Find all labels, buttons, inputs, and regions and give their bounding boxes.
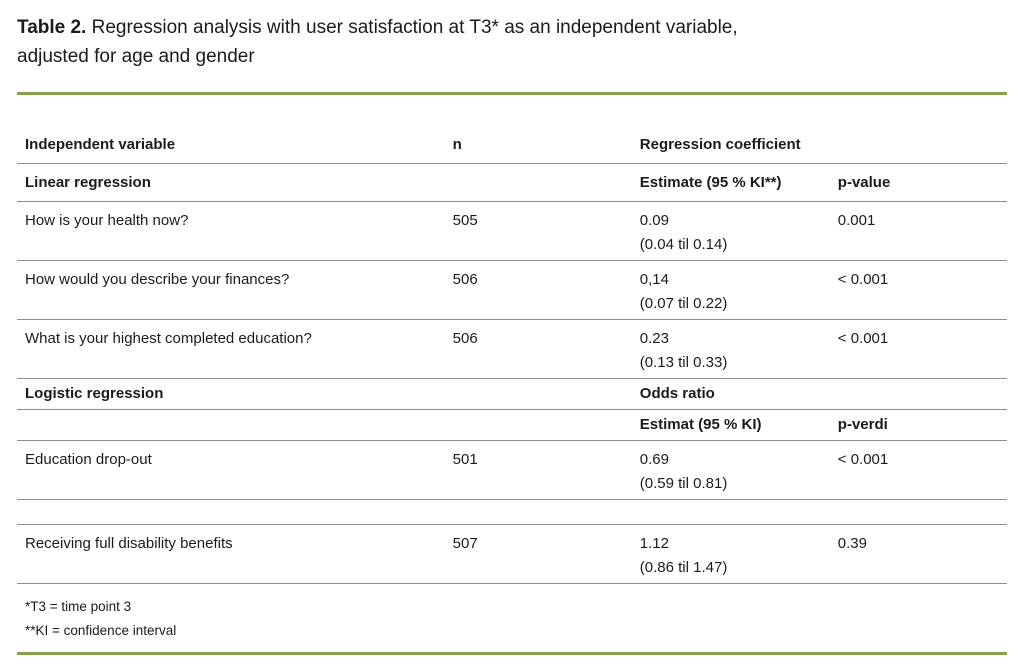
section-label: Logistic regression [25, 385, 164, 402]
footnote-t3: *T3 = time point 3 [25, 599, 132, 614]
cell-n: 505 [452, 212, 478, 229]
cell-p-value: < 0.001 [837, 451, 889, 468]
empty-cell [830, 500, 1007, 525]
header-n: n [452, 136, 462, 153]
header-p-verdi: p-verdi [837, 416, 888, 433]
empty-cell [445, 379, 632, 410]
table-header-row: Independent variable n Regression coeffi… [17, 126, 1007, 164]
bottom-accent-rule [17, 652, 1007, 655]
header-independent-variable: Independent variable [25, 136, 176, 153]
estimate-value: 0.09 [639, 212, 669, 229]
cell-variable: What is your highest completed education… [25, 330, 312, 347]
section-row-logistic-regression: Logistic regression Odds ratio [17, 379, 1007, 410]
cell-estimate: 0.23 (0.13 til 0.33) [632, 320, 830, 379]
confidence-interval: (0.04 til 0.14) [639, 236, 728, 253]
section-row-linear-regression: Linear regression Estimate (95 % KI**) p… [17, 164, 1007, 202]
confidence-interval: (0.07 til 0.22) [639, 295, 728, 312]
cell-p-value: < 0.001 [837, 330, 889, 347]
empty-cell [17, 500, 445, 525]
table-row-health: How is your health now? 505 0.09 (0.04 t… [17, 202, 1007, 261]
empty-spacer-row [17, 500, 1007, 525]
cell-p-value: < 0.001 [837, 271, 889, 288]
estimate-value: 1.12 [639, 535, 669, 552]
footnote-ki: **KI = confidence interval [25, 623, 177, 638]
cell-estimate: 1.12 (0.86 til 1.47) [632, 525, 830, 584]
estimate-value: 0,14 [639, 271, 669, 288]
table-caption-text: Regression analysis with user satisfacti… [17, 17, 738, 67]
header-p-value: p-value [837, 174, 891, 191]
table-row-finances: How would you describe your finances? 50… [17, 261, 1007, 320]
cell-p-value: 0.001 [837, 212, 876, 229]
section-label: Linear regression [25, 174, 151, 191]
header-empty-cell [830, 126, 1007, 164]
header-estimat: Estimat (95 % KI) [639, 416, 762, 433]
confidence-interval: (0.59 til 0.81) [639, 475, 728, 492]
cell-estimate: 0.69 (0.59 til 0.81) [632, 441, 830, 500]
header-estimate: Estimate (95 % KI**) [639, 174, 782, 191]
cell-variable: Receiving full disability benefits [25, 535, 233, 552]
subheader-row-logistic: Estimat (95 % KI) p-verdi [17, 410, 1007, 441]
header-regression-coefficient: Regression coefficient [639, 136, 801, 153]
header-odds-ratio: Odds ratio [639, 385, 715, 402]
table-caption: Table 2. Regression analysis with user s… [17, 0, 1007, 71]
table-row-dropout: Education drop-out 501 0.69 (0.59 til 0.… [17, 441, 1007, 500]
empty-cell [632, 500, 830, 525]
cell-n: 501 [452, 451, 478, 468]
confidence-interval: (0.86 til 1.47) [639, 559, 728, 576]
confidence-interval: (0.13 til 0.33) [639, 354, 728, 371]
empty-cell [445, 410, 632, 441]
cell-variable: Education drop-out [25, 451, 152, 468]
empty-cell [445, 164, 632, 202]
top-accent-rule [17, 92, 1007, 95]
table-caption-label: Table 2. [17, 17, 87, 38]
empty-cell [445, 500, 632, 525]
empty-cell [830, 379, 1007, 410]
cell-variable: How is your health now? [25, 212, 189, 229]
cell-estimate: 0.09 (0.04 til 0.14) [632, 202, 830, 261]
cell-n: 507 [452, 535, 478, 552]
cell-estimate: 0,14 (0.07 til 0.22) [632, 261, 830, 320]
table-row-education: What is your highest completed education… [17, 320, 1007, 379]
empty-cell [17, 410, 445, 441]
cell-p-value: 0.39 [837, 535, 867, 552]
footnotes: *T3 = time point 3 **KI = confidence int… [17, 595, 1007, 643]
cell-n: 506 [452, 271, 478, 288]
estimate-value: 0.69 [639, 451, 669, 468]
cell-variable: How would you describe your finances? [25, 271, 290, 288]
regression-table: Independent variable n Regression coeffi… [17, 126, 1007, 584]
table-row-disability: Receiving full disability benefits 507 1… [17, 525, 1007, 584]
estimate-value: 0.23 [639, 330, 669, 347]
cell-n: 506 [452, 330, 478, 347]
